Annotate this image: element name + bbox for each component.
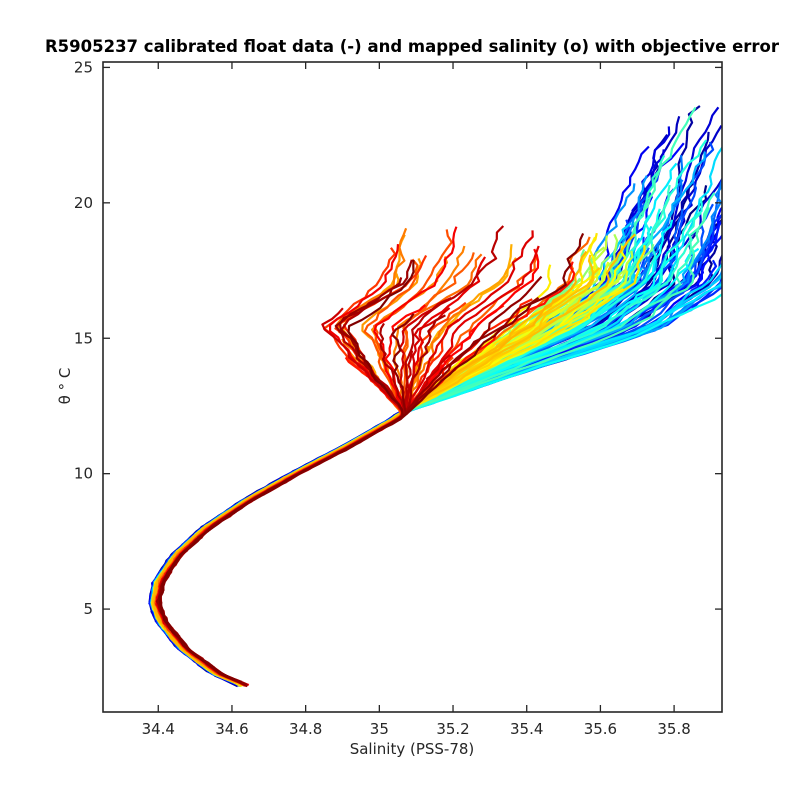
y-axis: 5 10 15 20 25 (74, 58, 722, 618)
x-tick-label: 35 (370, 720, 389, 738)
profile-lines (148, 105, 722, 688)
x-tick-label: 35.8 (657, 720, 690, 738)
x-tick-label: 34.4 (142, 720, 175, 738)
profile-line (158, 259, 415, 682)
y-tick-label: 15 (74, 329, 93, 347)
x-axis: 34.4 34.6 34.8 35 35.2 35.4 35.6 35.8 (142, 62, 691, 738)
x-tick-label: 35.6 (584, 720, 617, 738)
x-axis-label: Salinity (PSS-78) (350, 740, 475, 758)
chart-title: R5905237 calibrated float data (-) and m… (45, 37, 780, 56)
x-tick-label: 34.8 (289, 720, 322, 738)
y-tick-label: 10 (74, 465, 93, 483)
axes-box (102, 61, 723, 713)
y-tick-label: 5 (83, 600, 93, 618)
x-tick-label: 34.6 (215, 720, 248, 738)
x-tick-label: 35.4 (510, 720, 543, 738)
y-axis-label: θ ° C (56, 368, 74, 405)
y-tick-label: 20 (74, 194, 93, 212)
x-tick-label: 35.2 (436, 720, 469, 738)
y-tick-label: 25 (74, 58, 93, 76)
